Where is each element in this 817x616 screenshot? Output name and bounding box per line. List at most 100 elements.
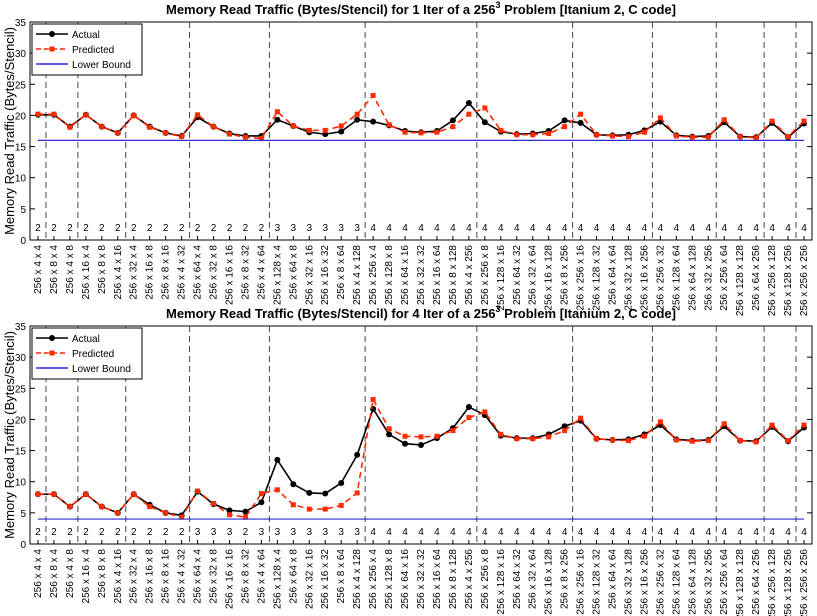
x-tick-label: 256 x 256 x 64 <box>719 549 730 615</box>
annotation: 2 <box>179 223 185 234</box>
data-point <box>258 135 264 141</box>
x-tick-label: 256 x 256 x 16 <box>576 549 587 615</box>
data-point <box>530 436 536 442</box>
series-line <box>37 397 805 519</box>
x-tick-label: 256 x 32 x 16 <box>304 245 315 305</box>
annotation: 4 <box>721 527 727 538</box>
annotation: 2 <box>163 223 169 234</box>
x-tick-label: 256 x 8 x 4 <box>49 549 60 598</box>
data-point <box>51 111 57 117</box>
x-tick-label: 256 x 32 x 64 <box>528 549 539 609</box>
x-tick-label: 256 x 64 x 4 <box>193 245 204 300</box>
annotation: 4 <box>785 527 791 538</box>
annotation: 3 <box>307 527 313 538</box>
x-tick-label: 256 x 128 x 32 <box>592 549 603 615</box>
data-point <box>785 134 791 140</box>
x-tick-label: 256 x 64 x 256 <box>751 549 762 615</box>
annotation: 2 <box>131 527 137 538</box>
x-tick-label: 256 x 64 x 8 <box>288 245 299 300</box>
x-tick-label: 256 x 64 x 64 <box>608 549 619 609</box>
x-tick-label: 256 x 32 x 16 <box>304 549 315 609</box>
annotation: 2 <box>83 527 89 538</box>
y-tick-label: 25 <box>15 384 27 395</box>
data-point <box>258 491 264 497</box>
data-point <box>434 129 440 135</box>
x-tick-label: 256 x 8 x 8 <box>97 549 108 598</box>
x-tick-label: 256 x 128 x 256 <box>783 549 794 616</box>
x-tick-label: 256 x 128 x 8 <box>384 245 395 305</box>
annotation: 4 <box>386 527 392 538</box>
annotation: 4 <box>658 527 664 538</box>
x-tick-label: 256 x 256 x 8 <box>480 549 491 609</box>
series-line <box>37 405 805 517</box>
data-point <box>498 127 504 133</box>
data-point <box>354 451 361 458</box>
data-point <box>338 502 344 508</box>
annotation: 4 <box>753 223 759 234</box>
data-point <box>514 436 520 442</box>
x-tick-label: 256 x 8 x 32 <box>240 549 251 604</box>
x-tick-label: 256 x 64 x 4 <box>193 549 204 604</box>
data-point <box>769 118 775 124</box>
data-point <box>35 491 41 497</box>
y-tick-label: 35 <box>15 18 27 29</box>
annotation: 4 <box>450 223 456 234</box>
x-tick-label: 256 x 64 x 16 <box>400 549 411 609</box>
data-point <box>338 128 345 135</box>
x-tick-label: 256 x 256 x 4 <box>368 245 379 305</box>
x-tick-label: 256 x 16 x 4 <box>81 245 92 300</box>
x-tick-label: 256 x 32 x 256 <box>703 549 714 615</box>
data-point <box>689 134 695 140</box>
annotation: 2 <box>115 223 121 234</box>
x-tick-label: 256 x 4 x 256 <box>464 245 475 305</box>
x-tick-label: 256 x 256 x 256 <box>799 549 810 616</box>
annotation: 2 <box>83 223 89 234</box>
data-point <box>785 438 791 444</box>
x-tick-label: 256 x 128 x 64 <box>671 245 682 311</box>
data-point <box>322 506 328 512</box>
x-tick-label: 256 x 64 x 128 <box>687 549 698 615</box>
annotation: 3 <box>291 223 297 234</box>
x-tick-label: 256 x 256 x 16 <box>576 245 587 311</box>
y-tick-label: 15 <box>15 447 27 458</box>
data-point <box>673 437 679 443</box>
data-point <box>721 421 727 427</box>
annotation: 2 <box>35 527 41 538</box>
annotation: 4 <box>498 223 504 234</box>
data-point <box>179 134 185 140</box>
data-point <box>99 124 105 130</box>
x-tick-label: 256 x 128 x 128 <box>735 549 746 616</box>
data-point <box>35 111 41 117</box>
x-tick-label: 256 x 4 x 64 <box>256 549 267 604</box>
data-point <box>737 438 743 444</box>
annotation: 2 <box>67 223 73 234</box>
annotation: 3 <box>195 527 201 538</box>
x-tick-label: 256 x 64 x 256 <box>751 245 762 311</box>
x-tick-label: 256 x 16 x 128 <box>544 549 555 615</box>
y-tick-label: 15 <box>15 143 27 154</box>
legend-label: Actual <box>72 30 100 41</box>
data-point <box>354 490 360 496</box>
annotation: 3 <box>322 223 328 234</box>
data-point <box>705 438 711 444</box>
legend-marker <box>49 350 55 356</box>
annotation: 4 <box>418 527 424 538</box>
annotation: 2 <box>147 527 153 538</box>
data-point <box>354 111 360 117</box>
x-tick-label: 256 x 32 x 128 <box>623 245 634 311</box>
data-point <box>226 507 233 514</box>
legend-marker <box>49 31 55 37</box>
data-point <box>115 130 121 136</box>
x-tick-label: 256 x 32 x 32 <box>416 549 427 609</box>
y-axis-label: Memory Read Traffic (Bytes/Stencil) <box>2 331 17 539</box>
data-point <box>466 111 472 117</box>
x-tick-label: 256 x 256 x 128 <box>767 245 778 317</box>
data-point <box>610 437 616 443</box>
data-point <box>370 92 376 98</box>
x-tick-label: 256 x 32 x 128 <box>623 549 634 615</box>
annotation: 4 <box>705 223 711 234</box>
annotation: 2 <box>51 223 57 234</box>
data-point <box>226 131 232 137</box>
annotation: 4 <box>737 527 743 538</box>
annotation: 4 <box>737 223 743 234</box>
